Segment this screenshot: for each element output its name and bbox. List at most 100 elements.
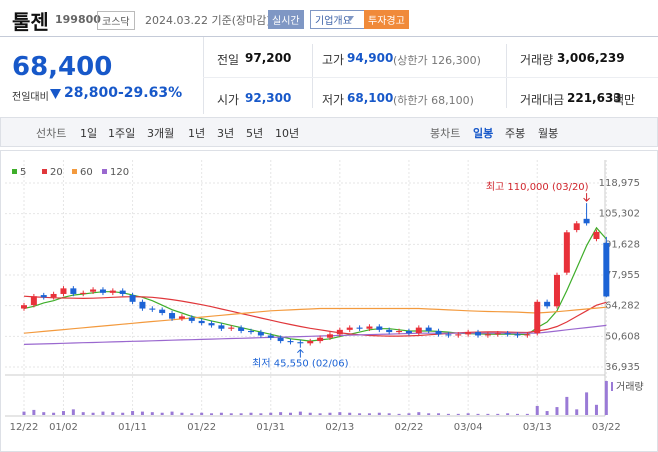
x-tick-label: 01/02 (49, 422, 78, 433)
legend-swatch (72, 169, 77, 174)
volume-bar (535, 405, 539, 415)
candle-body (188, 317, 195, 321)
candle-body (415, 327, 422, 334)
chart: 36,935 50,608 64,282 77,955 91,628 105,302 118… (0, 150, 658, 452)
candle-body (336, 329, 343, 335)
change-rate: -29.63% (118, 85, 183, 101)
x-tick-label: 01/31 (256, 422, 285, 433)
period-tab[interactable]: 10년 (275, 127, 300, 140)
volume-bar (111, 412, 115, 415)
candle-body (583, 218, 590, 224)
dropdown-icon (347, 16, 354, 21)
volume-bar (150, 412, 154, 415)
volume-bar (81, 412, 85, 415)
x-tick-label: 03/04 (454, 422, 483, 433)
candle-body (287, 341, 294, 343)
volume-bar (387, 413, 391, 415)
candle-body (99, 289, 106, 293)
legend-swatch (611, 382, 613, 391)
volume-bar (259, 413, 263, 415)
divider (312, 44, 313, 108)
volume-bar (288, 412, 292, 415)
candle-body (257, 332, 264, 336)
volume-bar (604, 381, 608, 415)
candle-body (553, 274, 560, 307)
candle-body (455, 334, 462, 336)
volume-bar (52, 412, 56, 415)
candle-body (307, 341, 314, 344)
legend-swatch (102, 169, 107, 174)
candle-body (80, 292, 87, 294)
candle-body (317, 337, 324, 342)
period-tab[interactable]: 1년 (188, 127, 206, 140)
ma-line (23, 306, 607, 334)
volume-bar (575, 409, 579, 415)
stat-label: 저가 (322, 93, 345, 107)
legend-label: 60 (80, 167, 93, 178)
stat-note: (상한가 126,300) (393, 54, 481, 67)
candle-body (169, 313, 176, 319)
y-tick-label: 50,608 (605, 331, 640, 342)
volume-bar (318, 413, 322, 415)
candle-tab[interactable]: 월봉 (538, 127, 559, 140)
y-tick-label: 105,302 (599, 209, 640, 220)
candle-body (21, 305, 27, 309)
x-tick-label: 02/22 (395, 422, 424, 433)
volume-bar (210, 413, 214, 415)
y-tick-label: 64,282 (605, 301, 640, 312)
annotation: 최고 110,000 (03/20) (486, 181, 589, 193)
volume-bar (219, 412, 223, 415)
stat-label: 거래대금 (520, 93, 565, 107)
volume-bar (565, 396, 569, 415)
stat-label: 거래량 (520, 53, 554, 67)
candle-body (484, 334, 491, 336)
period-tab[interactable]: 3개월 (147, 127, 175, 140)
volume-bar (269, 412, 273, 415)
candle-body (297, 342, 304, 344)
candle-body (425, 327, 432, 331)
volume-bar (42, 412, 46, 415)
divider (203, 37, 204, 114)
candle-body (563, 232, 570, 273)
volume-bar (249, 412, 253, 415)
volume-bar (427, 413, 431, 415)
period-tab[interactable]: 3년 (217, 127, 235, 140)
change: 28,800 (64, 85, 119, 101)
candle-body (514, 334, 521, 336)
volume-bar (466, 413, 470, 415)
period-tab[interactable]: 5년 (246, 127, 264, 140)
divider (506, 44, 507, 108)
stat-value: 68,100 (347, 91, 394, 105)
volume-bar (279, 412, 283, 415)
candle-tab[interactable]: 주봉 (505, 127, 526, 140)
volume-bar (506, 413, 510, 415)
candle-body (119, 290, 126, 294)
legend-label: 120 (110, 167, 129, 178)
volume-bar (180, 412, 184, 415)
stat-value: 3,006,239 (557, 51, 625, 65)
annotation: 최저 45,550 (02/06) (252, 358, 348, 370)
realtime-button[interactable]: 실시간 (268, 10, 304, 29)
y-tick-label: 36,935 (605, 362, 640, 373)
ma-line (23, 324, 607, 345)
volume-bar (239, 413, 243, 415)
candle-body (218, 325, 225, 329)
volume-bar (496, 413, 500, 415)
candle-body (593, 231, 600, 240)
volume-bar (308, 412, 312, 415)
price: 68,400 (12, 52, 113, 82)
candle-body (465, 332, 472, 335)
candle-tab[interactable]: 일봉 (473, 127, 494, 140)
volume-bar (594, 404, 598, 415)
y-tick-label: 91,628 (605, 239, 640, 250)
stat-note: (하한가 68,100) (393, 94, 474, 107)
company-button[interactable]: 기업개요 (310, 10, 367, 29)
legend-label: 거래량 (616, 381, 644, 393)
legend-label: 20 (50, 167, 63, 178)
period-tab[interactable]: 1일 (80, 127, 98, 140)
stat-unit: 백만 (613, 93, 636, 107)
divider (0, 36, 658, 37)
candle-body (326, 334, 333, 338)
period-tab[interactable]: 1주일 (108, 127, 136, 140)
